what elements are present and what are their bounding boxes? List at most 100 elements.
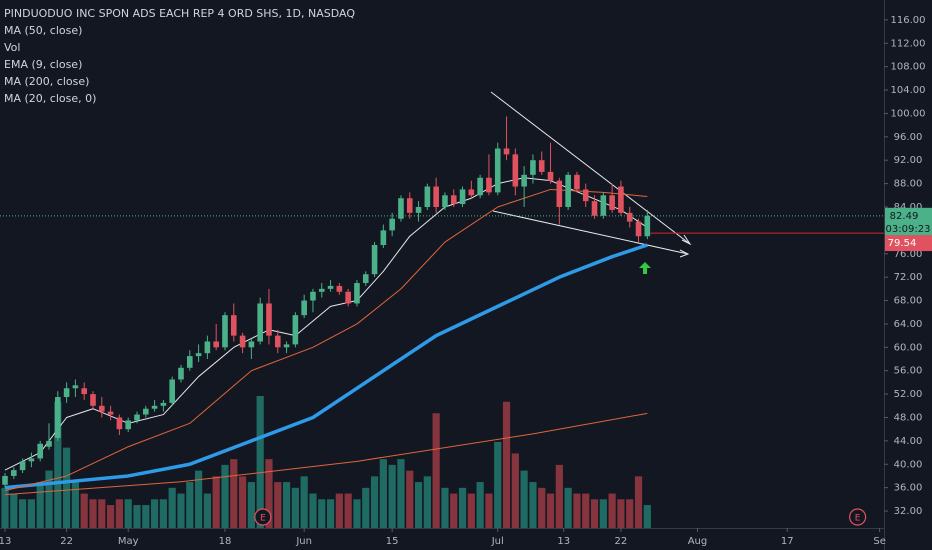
prev-close-box bbox=[885, 235, 932, 252]
volume-bar bbox=[432, 413, 440, 528]
volume-bar bbox=[608, 493, 616, 528]
x-tick-label: Se bbox=[873, 536, 886, 547]
x-tick-label: 13 bbox=[0, 536, 11, 547]
candle-body bbox=[213, 341, 219, 348]
candle-body bbox=[28, 458, 35, 462]
volume-bar bbox=[19, 499, 27, 528]
volume-bar bbox=[71, 482, 80, 528]
candle-body bbox=[142, 408, 149, 415]
candle-body bbox=[389, 218, 395, 231]
y-tick-label: 92.00 bbox=[894, 155, 923, 166]
volume-bar bbox=[186, 482, 194, 528]
last-price-box bbox=[885, 207, 932, 236]
y-tick-label: 72.00 bbox=[894, 272, 923, 283]
x-tick-label: 18 bbox=[219, 536, 232, 547]
legend-entry: Vol bbox=[4, 41, 20, 54]
candle-body bbox=[81, 388, 88, 395]
earnings-label: E bbox=[855, 514, 861, 524]
volume-bar bbox=[203, 493, 211, 528]
volume-bar bbox=[353, 499, 361, 528]
x-tick-label: 15 bbox=[386, 536, 399, 547]
x-tick-label: Jul bbox=[491, 536, 504, 547]
volume-bar bbox=[406, 470, 414, 528]
candle-body bbox=[450, 195, 457, 205]
volume-bar bbox=[168, 487, 176, 528]
candle-body bbox=[556, 180, 563, 207]
candle-body bbox=[371, 244, 378, 275]
volume-bar bbox=[502, 401, 511, 528]
legend-entry: MA (200, close) bbox=[4, 75, 89, 88]
volume-bar bbox=[194, 470, 203, 528]
volume-bar bbox=[520, 470, 528, 528]
candle-body bbox=[204, 341, 211, 354]
candle-body bbox=[99, 405, 105, 412]
volume-bar bbox=[546, 493, 555, 528]
y-tick-label: 116.00 bbox=[891, 15, 926, 26]
volume-bar bbox=[335, 493, 343, 528]
volume-bar bbox=[494, 441, 502, 528]
legend: PINDUODUO INC SPON ADS EACH REP 4 ORD SH… bbox=[4, 7, 355, 105]
volume-bar bbox=[370, 476, 379, 528]
volume-bar bbox=[414, 482, 423, 528]
x-tick-label: Jun bbox=[295, 536, 312, 547]
candle-body bbox=[169, 379, 175, 403]
volume-bar bbox=[159, 499, 167, 528]
volume-bar bbox=[36, 482, 44, 528]
prev-close-label: 79.54 bbox=[888, 238, 917, 249]
volume-bar bbox=[643, 505, 651, 528]
volume-bar bbox=[54, 401, 62, 528]
volume-bar bbox=[80, 493, 88, 528]
y-tick-label: 88.00 bbox=[894, 179, 923, 190]
volume-bar bbox=[247, 482, 255, 528]
volume-bar bbox=[599, 499, 607, 528]
volume-bar bbox=[230, 459, 238, 528]
earnings-label: E bbox=[260, 514, 266, 524]
earnings-marker: E bbox=[849, 508, 867, 526]
candle-body bbox=[134, 414, 140, 421]
candle-body bbox=[292, 315, 299, 345]
y-tick-label: 84.00 bbox=[894, 202, 923, 213]
y-tick-label: 108.00 bbox=[891, 62, 926, 73]
candle-body bbox=[239, 335, 246, 348]
candle-body bbox=[230, 315, 237, 336]
volume-bar bbox=[458, 487, 467, 528]
x-tick-label: Aug bbox=[688, 536, 708, 547]
volume-bar bbox=[89, 499, 97, 528]
volume-bar bbox=[379, 459, 387, 528]
candle-body bbox=[90, 394, 96, 406]
candle-body bbox=[195, 353, 202, 357]
x-tick-label: 17 bbox=[781, 536, 794, 547]
y-tick-label: 112.00 bbox=[891, 38, 926, 49]
candle-body bbox=[116, 417, 123, 430]
y-tick-label: 52.00 bbox=[894, 389, 923, 400]
volume-bar bbox=[177, 493, 185, 528]
volume-bar bbox=[485, 493, 493, 528]
moving-average bbox=[4, 412, 648, 496]
candle-body bbox=[618, 186, 624, 213]
y-tick-label: 44.00 bbox=[894, 436, 923, 447]
candle-body bbox=[521, 174, 527, 187]
candle-body bbox=[327, 285, 334, 289]
volume-bar bbox=[238, 476, 247, 528]
candle-body bbox=[336, 285, 343, 292]
candle-body bbox=[345, 291, 351, 304]
candle-body bbox=[222, 315, 228, 348]
volume-bar bbox=[282, 482, 291, 528]
candle-body bbox=[530, 160, 536, 175]
volume-bar bbox=[45, 470, 53, 528]
candle-body bbox=[644, 215, 651, 237]
candle-body bbox=[459, 189, 466, 205]
y-tick-label: 96.00 bbox=[894, 132, 923, 143]
candle-body bbox=[442, 195, 448, 207]
volume-bar bbox=[476, 482, 484, 528]
volume-bar bbox=[1, 487, 9, 528]
volume-bar bbox=[98, 499, 106, 528]
volume-bar bbox=[511, 453, 519, 528]
moving-average bbox=[4, 243, 648, 490]
volume-bar bbox=[344, 493, 352, 528]
volume-bar bbox=[124, 499, 132, 528]
volume-bar bbox=[27, 499, 36, 528]
volume-bar bbox=[63, 447, 71, 528]
